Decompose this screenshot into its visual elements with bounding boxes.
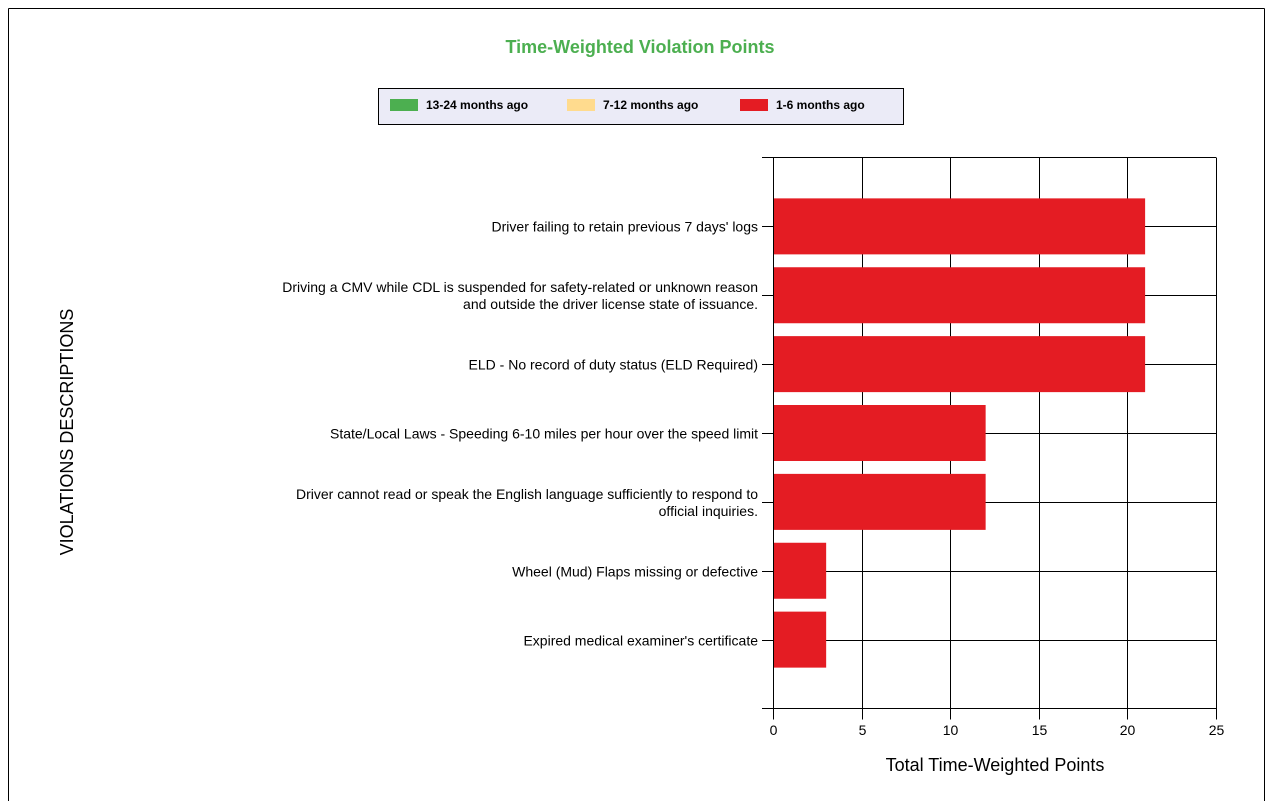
y-tick-label: Driver cannot read or speak the English … bbox=[295, 485, 758, 519]
bar bbox=[773, 336, 1146, 393]
chart-title: Time-Weighted Violation Points bbox=[505, 37, 774, 57]
bar bbox=[773, 611, 827, 668]
x-axis-title: Total Time-Weighted Points bbox=[886, 755, 1105, 775]
y-tick-label: State/Local Laws - Speeding 6-10 miles p… bbox=[329, 425, 758, 441]
bar bbox=[773, 405, 986, 461]
x-tick-label: 5 bbox=[859, 722, 867, 738]
y-tick-label: Expired medical examiner's certificate bbox=[523, 632, 758, 648]
y-tick-label: Driver failing to retain previous 7 days… bbox=[491, 218, 758, 234]
legend-swatch bbox=[390, 99, 418, 111]
bar bbox=[773, 198, 1146, 255]
y-axis-title: VIOLATIONS DESCRIPTIONS bbox=[57, 309, 77, 556]
legend-swatch bbox=[740, 99, 768, 111]
y-tick-label: Wheel (Mud) Flaps missing or defective bbox=[512, 563, 758, 579]
y-tick-label: Driving a CMV while CDL is suspended for… bbox=[282, 278, 758, 312]
bar bbox=[773, 473, 986, 530]
x-tick-label: 20 bbox=[1120, 722, 1136, 738]
x-tick-label: 0 bbox=[770, 722, 778, 738]
x-tick-label: 15 bbox=[1032, 722, 1048, 738]
bar bbox=[773, 267, 1146, 324]
legend-label: 1-6 months ago bbox=[776, 98, 865, 112]
legend-label: 13-24 months ago bbox=[426, 98, 528, 112]
legend-label: 7-12 months ago bbox=[603, 98, 698, 112]
legend-box bbox=[378, 88, 904, 125]
x-tick-label: 10 bbox=[943, 722, 959, 738]
x-tick-label: 25 bbox=[1209, 722, 1225, 738]
y-tick-label: ELD - No record of duty status (ELD Requ… bbox=[468, 356, 758, 372]
bar bbox=[773, 542, 827, 599]
legend-swatch bbox=[567, 99, 595, 111]
